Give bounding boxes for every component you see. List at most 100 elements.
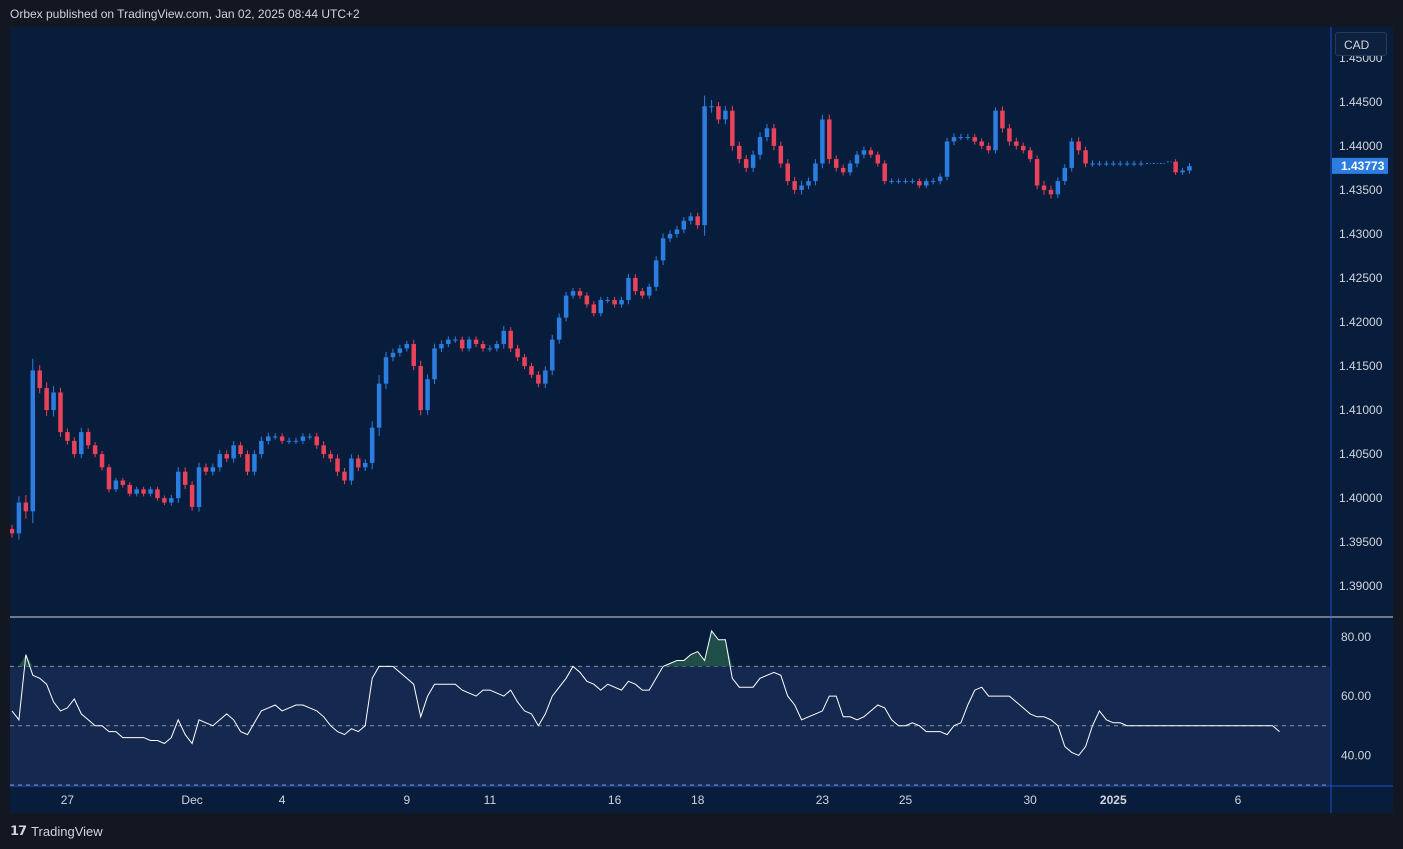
candle-body — [778, 145, 784, 164]
candle-body — [148, 489, 153, 494]
candle-body — [335, 458, 340, 472]
rsi-overbought-fill — [683, 654, 691, 667]
candle-body — [155, 489, 160, 499]
candle-body — [369, 427, 375, 463]
candle-body — [695, 216, 700, 226]
candle-body — [771, 128, 777, 146]
candle-body — [674, 229, 680, 234]
candle-body — [473, 339, 479, 345]
candle-body — [868, 150, 874, 155]
candle-body — [446, 339, 451, 345]
rsi-band — [10, 666, 1330, 785]
candle-body — [459, 339, 465, 349]
last-price-badge — [1332, 157, 1388, 174]
candle-body — [356, 458, 361, 468]
candle-body — [958, 137, 964, 139]
candle-body — [175, 471, 181, 499]
candle-body — [529, 366, 534, 375]
candle-body — [1138, 163, 1144, 165]
candle-body — [120, 480, 126, 485]
candle-body — [92, 445, 98, 455]
candle-body — [1131, 163, 1137, 165]
candle-body — [986, 145, 991, 151]
time-tick-label: 4 — [279, 793, 286, 807]
candle-body — [861, 150, 867, 155]
candle-body — [730, 110, 735, 146]
candle-body — [1124, 163, 1130, 165]
candle-body — [300, 436, 306, 441]
tradingview-logo-icon: 𝟭𝟳 — [10, 823, 27, 838]
candle-body — [1180, 170, 1185, 173]
candle-body — [210, 467, 216, 472]
candle-body — [279, 436, 285, 441]
candle-body — [30, 370, 36, 512]
price-tick-label: 1.42000 — [1339, 315, 1383, 329]
rsi-tick-label: 40.00 — [1341, 748, 1371, 762]
candle-body — [854, 154, 860, 164]
candle-body — [259, 440, 264, 455]
candle-body — [203, 467, 209, 472]
currency-selector[interactable]: CAD — [1335, 32, 1387, 56]
candle-body — [349, 458, 354, 481]
brand-footer: 𝟭𝟳 TradingView — [10, 823, 103, 839]
candles-group — [10, 95, 1192, 540]
candle-body — [196, 467, 202, 507]
rsi-overbought-fill — [725, 639, 733, 667]
candle-body — [44, 388, 49, 411]
candle-body — [799, 185, 804, 190]
candle-body — [605, 299, 610, 301]
candle-body — [910, 181, 915, 183]
candle-body — [453, 339, 458, 341]
candle-body — [660, 238, 666, 261]
candle-body — [903, 181, 908, 183]
candle-body — [314, 436, 320, 446]
candle-body — [1083, 150, 1088, 164]
candle-body — [1014, 141, 1019, 146]
chart-panel[interactable]: 1.45000 1.44500 1.44000 1.43500 1.43000 1.425… — [10, 27, 1393, 813]
candle-body — [127, 484, 132, 494]
candle-body — [785, 163, 790, 182]
candle-body — [515, 348, 520, 358]
candle-body — [266, 436, 271, 441]
candle-body — [598, 299, 603, 314]
candle-body — [1117, 163, 1123, 165]
chart-canvas[interactable]: 1.450001.445001.440001.435001.430001.425… — [10, 27, 1393, 813]
candle-body — [750, 154, 756, 168]
price-tick-label: 1.39000 — [1339, 579, 1383, 593]
candle-body — [806, 181, 811, 186]
candle-body — [79, 432, 84, 455]
time-tick-label: 18 — [691, 793, 705, 807]
candle-body — [1000, 110, 1005, 129]
candle-body — [113, 480, 119, 490]
candle-body — [1069, 141, 1074, 168]
candle-body — [591, 304, 597, 314]
candle-body — [487, 348, 493, 350]
candle-body — [716, 106, 721, 120]
candle-body — [924, 181, 929, 186]
candle-body — [917, 181, 922, 186]
candle-body — [646, 286, 652, 296]
candle-body — [979, 141, 984, 146]
candle-body — [342, 471, 347, 481]
rsi-overbought-fill — [18, 654, 26, 667]
candle-body — [480, 344, 486, 349]
candle-body — [577, 291, 583, 296]
candle-body — [51, 392, 56, 411]
candle-body — [640, 291, 645, 296]
candle-body — [238, 445, 243, 455]
candle-body — [272, 436, 278, 438]
candle-body — [847, 163, 853, 173]
candle-body — [411, 344, 416, 367]
price-tick-label: 1.41500 — [1339, 359, 1383, 373]
candle-body — [397, 348, 403, 353]
candle-body — [570, 291, 576, 296]
candle-body — [501, 330, 507, 345]
candle-body — [65, 432, 70, 441]
candle-body — [72, 440, 77, 455]
rsi-overbought-fill — [670, 660, 677, 667]
candle-body — [792, 181, 797, 190]
candle-body — [813, 163, 818, 182]
candle-body — [1111, 163, 1116, 165]
candle-body — [99, 454, 105, 468]
price-tick-label: 1.40500 — [1339, 447, 1383, 461]
